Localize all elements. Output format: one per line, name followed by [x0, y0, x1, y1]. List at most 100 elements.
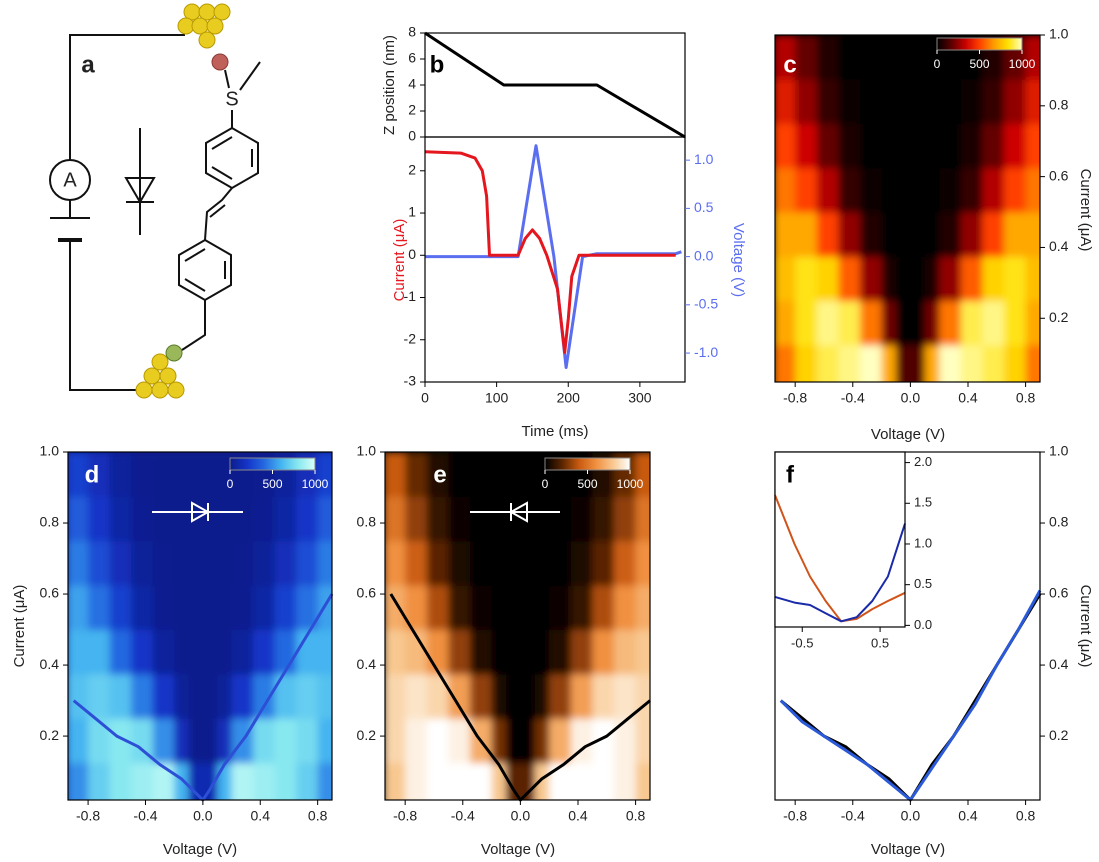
heatmap-cell: [939, 344, 962, 382]
heatmap-cell: [534, 762, 550, 800]
series-line: [774, 523, 906, 623]
y-axis-label: Z position (nm): [381, 35, 398, 135]
heatmap-cell: [795, 256, 818, 302]
heatmap-cell: [202, 452, 218, 497]
y-tick-label: 6: [408, 50, 416, 66]
heatmap-cell: [109, 585, 132, 631]
heatmap-cell: [405, 629, 428, 675]
heatmap-cell: [795, 167, 818, 213]
heatmap-cell: [982, 79, 1005, 125]
heatmap-cell: [109, 673, 132, 719]
heatmap-cell: [795, 35, 818, 80]
heatmap-cell: [592, 540, 615, 586]
heatmap-cell: [613, 496, 637, 542]
heatmap-cell: [838, 35, 861, 80]
heatmap-cell: [217, 673, 233, 719]
bond: [224, 69, 230, 89]
diode: [124, 177, 156, 204]
bond: [239, 61, 261, 91]
y-tick-label: -3: [404, 373, 417, 389]
heatmap-cell: [816, 256, 839, 302]
axis-frame: [384, 451, 651, 801]
heatmap-cell: [960, 300, 983, 346]
heatmap-cell: [520, 452, 536, 497]
heatmap-cell: [385, 673, 406, 719]
heatmap-cell: [881, 167, 897, 213]
ammeter-label: A: [63, 169, 77, 191]
y-tick-label: 0.4: [40, 656, 60, 672]
heatmap-cell: [109, 496, 132, 542]
heatmap-cell: [152, 762, 175, 800]
heatmap-cell: [231, 762, 254, 800]
heatmap-cell: [960, 256, 983, 302]
heatmap-cell: [217, 496, 233, 542]
heatmap-cell: [1003, 167, 1027, 213]
heatmap-cell: [217, 540, 233, 586]
panel-a: A S a: [49, 3, 261, 399]
heatmap-cell: [448, 762, 471, 800]
series-line: [424, 150, 676, 354]
heatmap-cell: [152, 496, 175, 542]
colorbar-tick-label: 0: [934, 57, 941, 71]
heatmap-cell: [152, 585, 175, 631]
heatmap-cell: [174, 585, 190, 631]
heatmap-cell: [775, 300, 796, 346]
y-tick-label: 1.0: [357, 443, 377, 459]
heatmap-cell: [253, 673, 276, 719]
heatmap-cell: [1003, 123, 1027, 169]
bond: [211, 136, 233, 150]
heatmap-cell: [1003, 344, 1027, 382]
x-tick-label: -0.5: [791, 635, 813, 650]
x-tick-label: 0.4: [958, 390, 978, 406]
heatmap-cell: [188, 673, 204, 719]
heatmap-cell: [174, 718, 190, 764]
heatmap-cell: [939, 212, 962, 257]
heatmap-cell: [549, 540, 572, 586]
heatmap-cell: [549, 762, 572, 800]
heatmap-cell: [816, 123, 839, 169]
heatmap-cell: [1025, 300, 1040, 346]
heatmap-cell: [910, 123, 926, 169]
heatmap-cell: [895, 35, 911, 80]
heatmap-cell: [775, 212, 796, 257]
heatmap-cell: [549, 718, 572, 764]
heatmap-cell: [1025, 35, 1040, 80]
heatmap-cell: [570, 540, 593, 586]
heatmap-cell: [982, 123, 1005, 169]
y-axis-label: Current (μA): [1077, 585, 1094, 668]
bond: [184, 278, 206, 292]
heatmap-cell: [910, 35, 926, 80]
heatmap-cell: [253, 762, 276, 800]
series-line: [425, 144, 682, 369]
heatmap-cell: [296, 718, 319, 764]
heatmap-cell: [1003, 212, 1027, 257]
heatmap-cell: [202, 762, 218, 800]
heatmap-cell: [109, 452, 132, 497]
heatmap-cell: [895, 300, 911, 346]
atom: [165, 344, 183, 362]
heatmap-cell: [469, 673, 493, 719]
heatmap-cell: [491, 452, 507, 497]
heatmap-cell: [202, 585, 218, 631]
heatmap-cell: [469, 762, 493, 800]
bond: [181, 300, 206, 351]
heatmap-cell: [217, 585, 233, 631]
heatmap-cell: [881, 79, 897, 125]
heatmap-cell: [534, 718, 550, 764]
heatmap-cell: [816, 79, 839, 125]
heatmap-cell: [296, 629, 319, 675]
heatmap-cell: [296, 673, 319, 719]
heatmap-cell: [859, 123, 883, 169]
y-tick-label: 2: [408, 161, 416, 177]
heatmap-cell: [505, 762, 521, 800]
heatmap-cell: [448, 540, 471, 586]
heatmap: [775, 35, 1040, 382]
heatmap-cell: [317, 762, 332, 800]
heatmap-cell: [775, 344, 796, 382]
diode-icon: [152, 501, 560, 523]
heatmap-cell: [385, 762, 406, 800]
heatmap-cell: [859, 79, 883, 125]
heatmap-cell: [795, 344, 818, 382]
heatmap-cell: [253, 718, 276, 764]
heatmap-cell: [448, 452, 471, 497]
